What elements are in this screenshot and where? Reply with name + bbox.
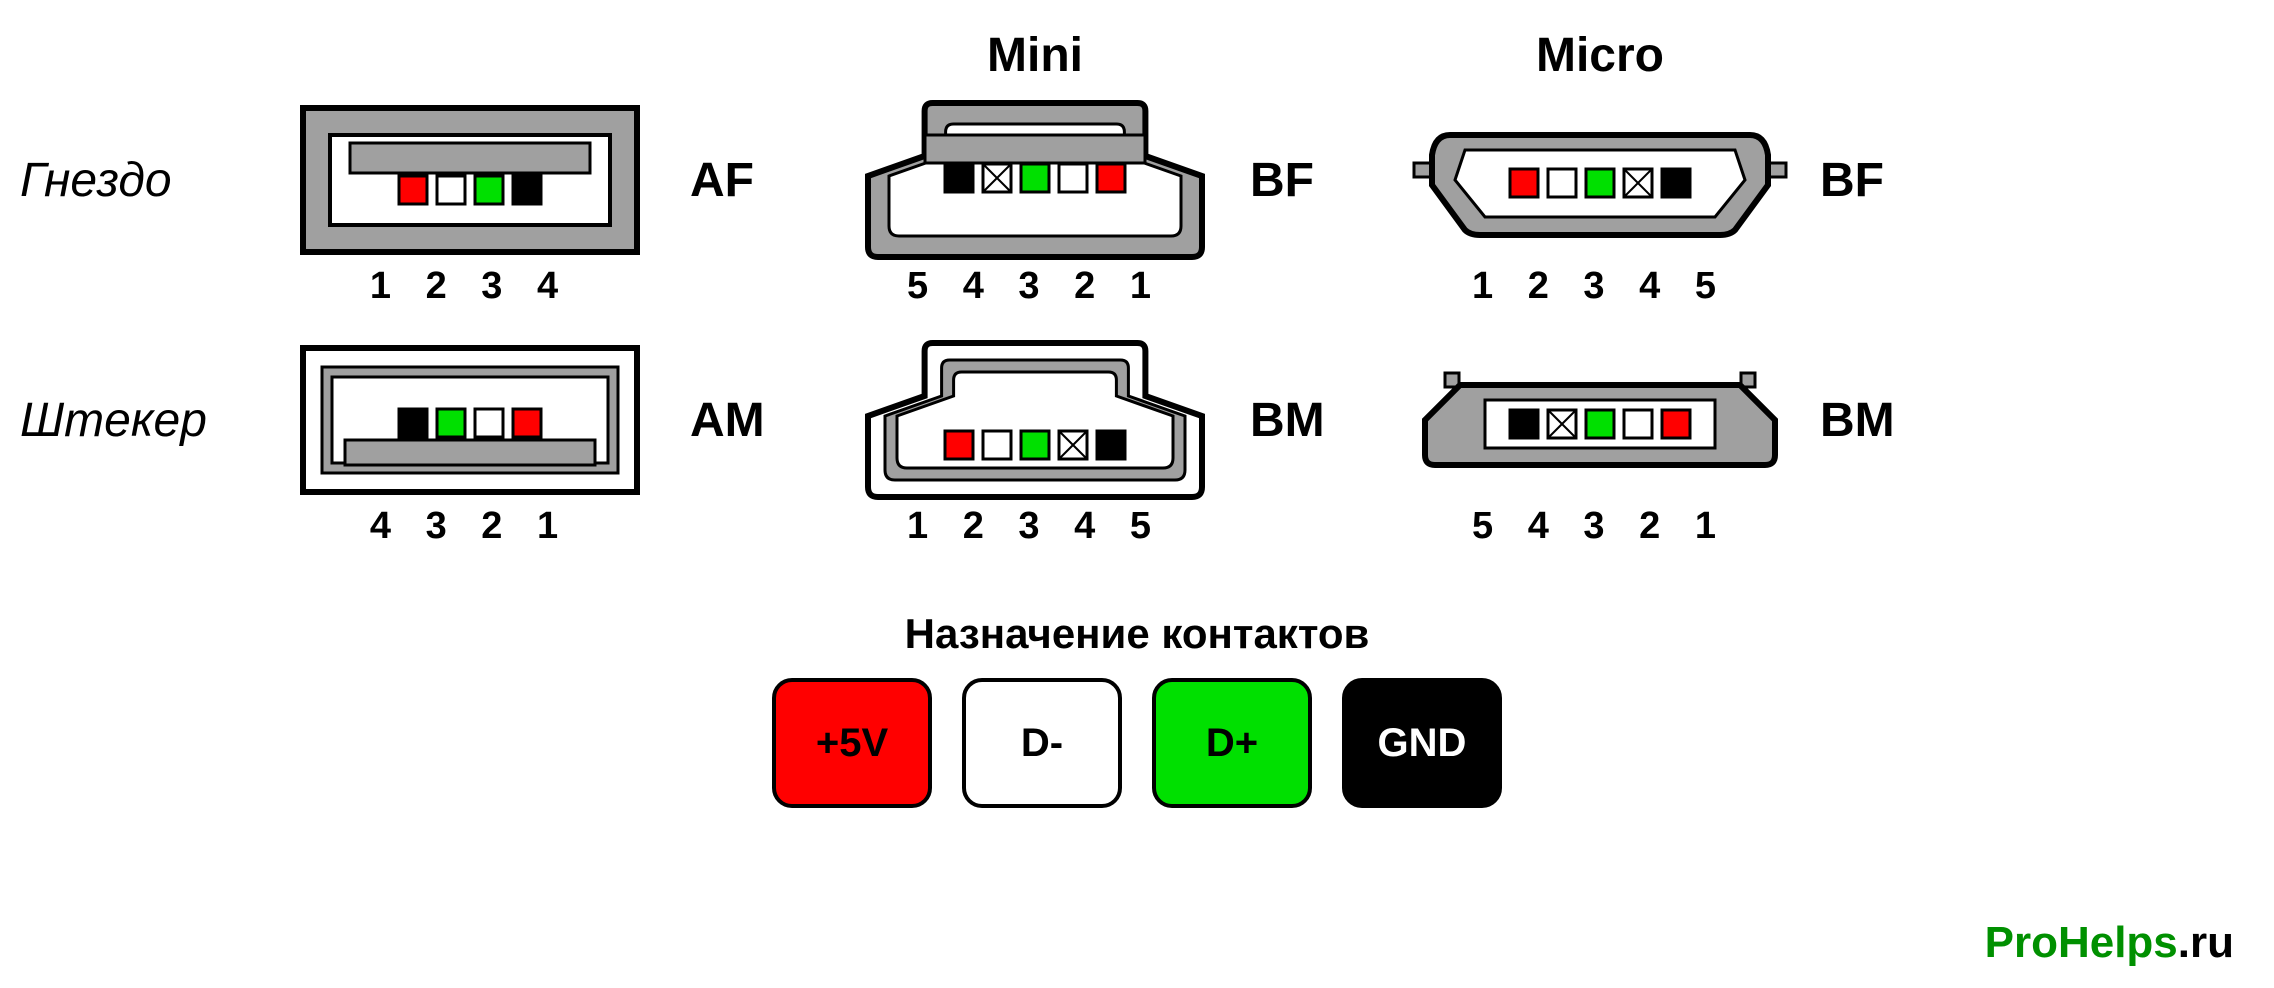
pins-micro-bf: 1 2 3 4 5 [1472,265,1728,308]
connector-grid: Mini Micro Гнездо AF BF BF 1 2 3 4 5 4 3… [20,20,2254,570]
row-label-socket: Гнездо [20,153,172,208]
connector-micro-bf [1410,115,1790,245]
pins-micro-bm: 5 4 3 2 1 [1472,505,1728,548]
pins-mini-bm: 1 2 3 4 5 [907,505,1163,548]
legend-title: Назначение контактов [20,610,2254,658]
label-am: AM [690,393,765,448]
label-af: AF [690,153,754,208]
legend-box-plus5v: +5V [772,678,932,808]
label-micro-bf: BF [1820,153,1884,208]
legend-box-gnd: GND [1342,678,1502,808]
connector-am [300,345,640,495]
connector-mini-bf [865,100,1205,260]
legend-box-dminus: D- [962,678,1122,808]
label-mini-bm: BM [1250,393,1325,448]
legend: Назначение контактов +5VD-D+GND [20,610,2254,808]
label-micro-bm: BM [1820,393,1895,448]
pins-am: 4 3 2 1 [370,505,570,548]
connector-micro-bm [1410,365,1790,475]
header-mini: Mini [987,28,1083,83]
header-micro: Micro [1536,28,1664,83]
pins-af: 1 2 3 4 [370,265,570,308]
connector-af [300,105,640,255]
legend-box-dplus: D+ [1152,678,1312,808]
label-mini-bf: BF [1250,153,1314,208]
connector-mini-bm [865,340,1205,500]
pins-mini-bf: 5 4 3 2 1 [907,265,1163,308]
legend-items: +5VD-D+GND [20,678,2254,808]
row-label-plug: Штекер [20,393,207,448]
watermark: ProHelps.ru [1985,918,2234,968]
watermark-brand: ProHelps [1985,918,2178,967]
watermark-tld: .ru [2178,918,2234,967]
